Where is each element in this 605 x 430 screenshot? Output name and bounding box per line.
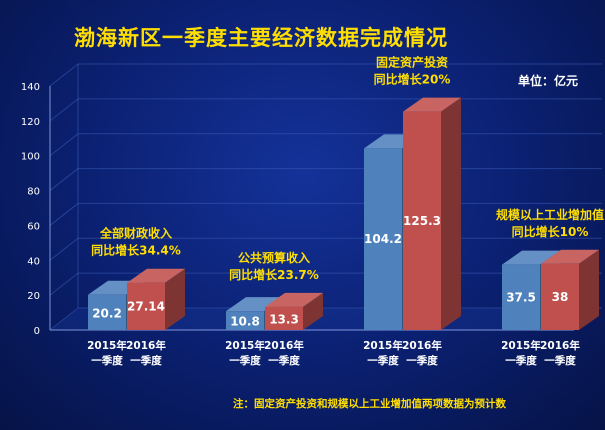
data-label: 27.14 (127, 299, 165, 313)
x-tick-label: 2016年 (126, 339, 166, 352)
gridline-depth (49, 237, 79, 261)
bar (403, 111, 441, 331)
bar-side (441, 97, 461, 331)
bar-top (265, 292, 323, 307)
y-tick-label: 80 (27, 187, 40, 198)
gridline-depth (49, 168, 79, 191)
bar (127, 282, 165, 330)
x-tick-label: 一季度 (229, 354, 261, 367)
group-annotation: 规模以上工业增加值 (496, 207, 604, 222)
bar (88, 294, 126, 330)
bar (541, 263, 579, 330)
bar-top (127, 268, 185, 283)
gridline-depth (49, 98, 79, 122)
y-tick-label: 120 (21, 117, 40, 128)
x-tick-label: 一季度 (91, 354, 123, 367)
bar-top (541, 249, 599, 264)
x-tick-label: 2015年 (87, 339, 127, 352)
bar-side (579, 249, 599, 330)
bar (364, 148, 402, 330)
x-tick-label: 2016年 (402, 339, 442, 352)
x-tick-label: 2016年 (264, 339, 304, 352)
gridline-depth (49, 63, 79, 87)
gridline-depth (49, 203, 79, 226)
x-tick-label: 一季度 (367, 354, 399, 367)
bar (265, 306, 303, 330)
chart-title: 渤海新区一季度主要经济数据完成情况 (74, 26, 448, 50)
data-label: 10.8 (230, 315, 260, 329)
x-tick-label: 2015年 (501, 339, 541, 352)
x-tick-label: 一季度 (268, 354, 300, 367)
group-annotation: 同比增长34.4% (91, 243, 181, 258)
bar (502, 264, 540, 330)
gridline-depth (49, 307, 79, 331)
x-tick-label: 2015年 (363, 339, 403, 352)
bar (226, 311, 264, 330)
x-tick-label: 一季度 (505, 354, 537, 367)
group-annotation: 全部财政收入 (99, 226, 172, 241)
y-tick-label: 0 (34, 326, 40, 337)
group-annotation: 固定资产投资 (376, 55, 448, 70)
data-label: 125.3 (403, 214, 441, 228)
gridline-depth (49, 272, 79, 296)
bar-top (403, 97, 461, 112)
y-tick-label: 60 (27, 221, 40, 232)
data-label: 37.5 (506, 290, 536, 304)
data-label: 104.2 (364, 232, 402, 246)
x-tick-label: 2015年 (225, 339, 265, 352)
y-tick-label: 20 (27, 291, 40, 302)
unit-label: 单位：亿元 (518, 74, 579, 88)
bar-top (226, 297, 284, 312)
gridline-depth (49, 133, 79, 157)
y-tick-label: 100 (21, 152, 40, 163)
group-annotation: 同比增长20% (374, 72, 451, 87)
data-label: 38 (552, 290, 569, 304)
group-annotation: 公共预算收入 (238, 250, 310, 265)
bar-side (303, 292, 323, 330)
footnote: 注：固定资产投资和规模以上工业增加值两项数据为预计数 (233, 398, 506, 410)
x-tick-label: 一季度 (130, 354, 162, 367)
x-tick-label: 2016年 (540, 339, 580, 352)
y-tick-label: 40 (27, 256, 40, 267)
bar-top (502, 250, 560, 265)
chart-floor (50, 308, 602, 330)
group-annotation: 同比增长23.7% (229, 267, 319, 282)
data-label: 13.3 (269, 312, 299, 326)
y-tick-label: 140 (21, 82, 40, 93)
bar-side (165, 268, 185, 330)
data-label: 20.2 (92, 306, 122, 320)
x-tick-label: 一季度 (406, 354, 438, 367)
group-annotation: 同比增长10% (512, 224, 589, 239)
x-tick-label: 一季度 (544, 354, 576, 367)
